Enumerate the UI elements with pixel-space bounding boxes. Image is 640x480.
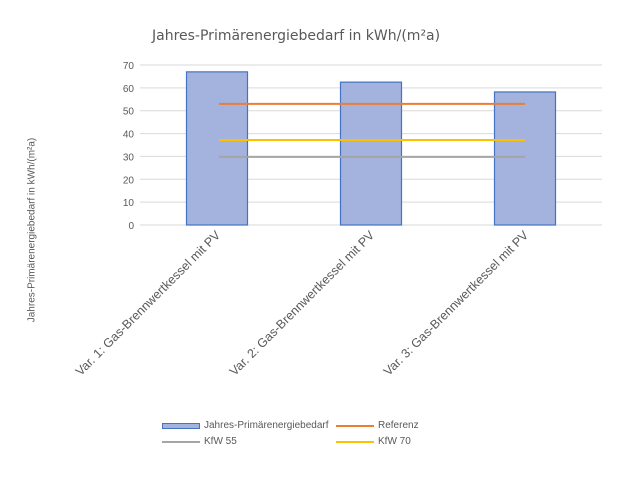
legend-item-referenz: Referenz	[336, 420, 419, 431]
y-tick-label: 60	[123, 84, 135, 95]
y-tick-label: 40	[123, 130, 135, 141]
y-tick-label: 20	[123, 175, 135, 186]
x-category-label: Var. 2: Gas-Brennwertkessel mit PV	[227, 228, 378, 379]
bar-swatch-icon	[162, 422, 200, 429]
legend-item-kfw70: KfW 70	[336, 436, 411, 447]
legend-label: Jahres-Primärenergiebedarf	[204, 420, 329, 431]
y-tick-label: 70	[123, 61, 135, 72]
bar	[185, 71, 249, 226]
y-tick-label: 50	[123, 107, 135, 118]
line-swatch-icon	[162, 440, 200, 443]
legend-label: KfW 70	[378, 436, 411, 447]
bar	[493, 91, 557, 226]
legend-label: Referenz	[378, 420, 419, 431]
legend-label: KfW 55	[204, 436, 237, 447]
line-swatch-icon	[336, 424, 374, 427]
x-category-label: Var. 1: Gas-Brennwertkessel mit PV	[73, 228, 224, 379]
chart-title: Jahres-Primärenergiebedarf in kWh/(m²a)	[152, 28, 441, 44]
legend-item-kfw55: KfW 55	[162, 436, 237, 447]
line-swatch-icon	[336, 440, 374, 443]
bar	[339, 81, 403, 226]
y-tick-label: 0	[128, 221, 134, 232]
x-category-label: Var. 3: Gas-Brennwertkessel mit PV	[381, 228, 532, 379]
y-tick-label: 30	[123, 152, 135, 163]
legend-item-primary-energy: Jahres-Primärenergiebedarf	[162, 420, 329, 431]
y-tick-label: 10	[123, 198, 135, 209]
